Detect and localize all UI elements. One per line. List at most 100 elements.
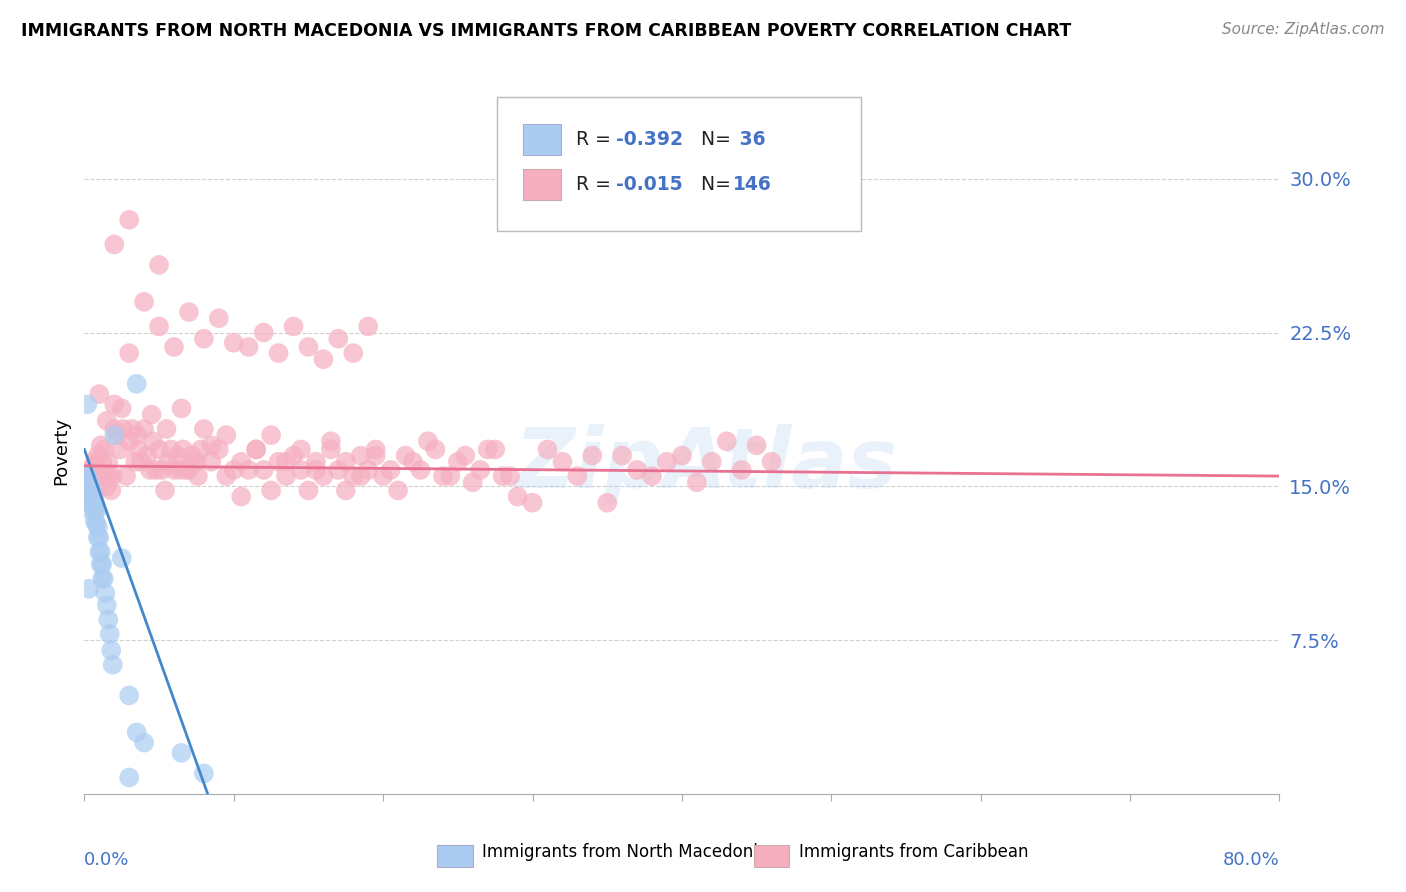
- Point: [90, 438, 112, 452]
- Point: [305, 455, 328, 469]
- Point: [96, 479, 118, 493]
- Point: [283, 449, 305, 463]
- Point: [105, 428, 128, 442]
- Point: [96, 414, 118, 428]
- Point: [477, 442, 499, 457]
- Point: [745, 438, 768, 452]
- Point: [686, 475, 709, 490]
- Point: [118, 434, 141, 449]
- Point: [208, 311, 231, 326]
- Point: [492, 469, 515, 483]
- Point: [118, 212, 141, 227]
- Point: [79, 490, 101, 504]
- Point: [305, 463, 328, 477]
- Point: [380, 463, 402, 477]
- Point: [267, 455, 290, 469]
- Point: [357, 319, 380, 334]
- Point: [499, 469, 522, 483]
- Point: [626, 463, 648, 477]
- Point: [184, 455, 207, 469]
- Point: [83, 496, 105, 510]
- Text: N=: N=: [702, 130, 737, 149]
- Point: [111, 401, 134, 416]
- Point: [387, 483, 409, 498]
- Point: [297, 340, 319, 354]
- Point: [253, 326, 276, 340]
- Point: [100, 483, 122, 498]
- Point: [127, 442, 149, 457]
- Point: [193, 422, 215, 436]
- Text: 146: 146: [734, 175, 772, 194]
- Point: [470, 463, 492, 477]
- Point: [77, 475, 100, 490]
- Point: [581, 449, 603, 463]
- Point: [160, 442, 183, 457]
- Point: [260, 483, 283, 498]
- Point: [157, 455, 180, 469]
- Point: [83, 455, 105, 469]
- Y-axis label: Poverty: Poverty: [52, 417, 70, 484]
- Point: [86, 516, 108, 531]
- Point: [115, 469, 138, 483]
- Point: [215, 469, 238, 483]
- Point: [98, 469, 121, 483]
- Text: R =: R =: [575, 175, 616, 194]
- Point: [551, 455, 574, 469]
- Point: [101, 657, 124, 672]
- Point: [319, 434, 342, 449]
- Point: [89, 469, 111, 483]
- Point: [80, 469, 103, 483]
- Point: [342, 469, 364, 483]
- Point: [170, 401, 193, 416]
- Point: [91, 455, 114, 469]
- Point: [86, 463, 108, 477]
- Text: Immigrants from Caribbean: Immigrants from Caribbean: [799, 843, 1029, 862]
- Point: [181, 449, 204, 463]
- Point: [76, 397, 98, 411]
- Point: [87, 520, 110, 534]
- Point: [86, 483, 108, 498]
- Point: [335, 455, 357, 469]
- Point: [536, 442, 558, 457]
- Point: [215, 428, 238, 442]
- Point: [125, 725, 148, 739]
- FancyBboxPatch shape: [523, 169, 561, 200]
- FancyBboxPatch shape: [523, 124, 561, 155]
- Point: [447, 455, 470, 469]
- Point: [231, 490, 253, 504]
- Point: [761, 455, 783, 469]
- Point: [328, 463, 350, 477]
- Point: [319, 442, 342, 457]
- Point: [163, 463, 186, 477]
- Text: 80.0%: 80.0%: [1223, 851, 1279, 870]
- Point: [283, 319, 305, 334]
- Point: [101, 469, 124, 483]
- Point: [82, 458, 104, 473]
- Point: [335, 483, 357, 498]
- Point: [80, 504, 103, 518]
- Point: [290, 442, 312, 457]
- Point: [200, 455, 222, 469]
- Point: [174, 463, 197, 477]
- Point: [166, 449, 188, 463]
- Point: [416, 434, 439, 449]
- Point: [671, 449, 693, 463]
- Point: [110, 442, 132, 457]
- Point: [89, 531, 111, 545]
- Point: [274, 469, 297, 483]
- Point: [373, 469, 395, 483]
- Point: [169, 463, 191, 477]
- Point: [76, 483, 98, 498]
- Point: [641, 469, 664, 483]
- Point: [90, 558, 112, 572]
- Point: [142, 434, 165, 449]
- Point: [97, 613, 120, 627]
- Point: [80, 493, 103, 508]
- Text: -0.015: -0.015: [616, 175, 683, 194]
- Point: [409, 463, 432, 477]
- Point: [96, 599, 118, 613]
- Point: [260, 428, 283, 442]
- Point: [93, 442, 115, 457]
- Point: [290, 463, 312, 477]
- Point: [193, 332, 215, 346]
